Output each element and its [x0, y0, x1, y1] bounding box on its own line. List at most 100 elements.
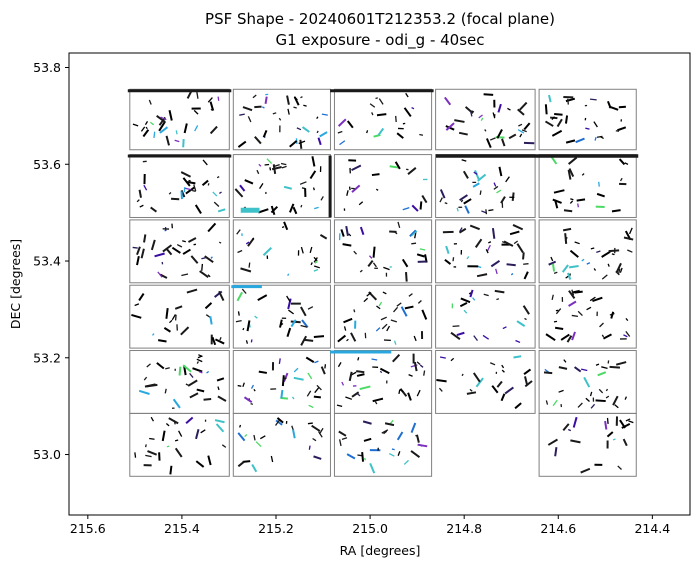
- whisker: [186, 91, 193, 99]
- whisker: [236, 291, 244, 302]
- whisker: [628, 227, 633, 235]
- x-tick-label-4: 214.8: [446, 521, 482, 536]
- whisker: [400, 306, 408, 317]
- whisker: [491, 385, 499, 394]
- whisker: [505, 176, 510, 183]
- whisker: [472, 297, 476, 301]
- whisker: [439, 197, 443, 203]
- ota-r3-c4: [538, 284, 637, 349]
- whisker: [421, 194, 428, 204]
- whisker: [601, 334, 605, 338]
- whisker: [469, 289, 474, 298]
- whisker: [301, 126, 310, 133]
- whisker: [250, 384, 255, 389]
- whisker: [254, 136, 262, 145]
- whisker: [397, 451, 401, 456]
- whisker: [554, 447, 558, 457]
- whisker: [336, 404, 343, 408]
- whisker: [216, 176, 220, 179]
- whisker: [149, 121, 155, 126]
- whisker: [144, 444, 147, 448]
- ota-outlines: [129, 88, 637, 477]
- whisker: [182, 364, 192, 373]
- whisker: [581, 173, 585, 176]
- whisker: [514, 402, 522, 410]
- whisker: [342, 243, 352, 247]
- whisker: [270, 455, 274, 463]
- whisker: [292, 429, 296, 439]
- whisker: [168, 192, 172, 195]
- whisker: [589, 296, 596, 302]
- whisker: [544, 120, 554, 127]
- whisker: [343, 317, 353, 324]
- whisker: [272, 112, 277, 115]
- whisker: [423, 370, 426, 376]
- whisker: [143, 376, 148, 381]
- whisker: [411, 230, 418, 237]
- whisker: [257, 294, 268, 302]
- whisker: [289, 140, 298, 148]
- whisker: [375, 188, 379, 191]
- whisker: [513, 355, 522, 359]
- whisker: [508, 133, 517, 140]
- y-tick-label-1: 53.2: [33, 350, 61, 365]
- whisker: [291, 425, 294, 431]
- whisker: [186, 288, 198, 294]
- whisker: [569, 265, 579, 269]
- whisker: [166, 445, 170, 448]
- x-tick-label-6: 214.4: [634, 521, 670, 536]
- whisker: [239, 184, 246, 192]
- whisker: [501, 241, 506, 244]
- whisker: [473, 171, 478, 175]
- whisker: [601, 274, 608, 280]
- whisker: [411, 204, 419, 212]
- whisker: [472, 182, 480, 188]
- whisker: [568, 290, 576, 299]
- whisker: [606, 417, 609, 425]
- whisker: [464, 106, 474, 114]
- whisker: [458, 227, 467, 234]
- whisker: [221, 444, 227, 448]
- whisker: [192, 367, 203, 373]
- whisker: [567, 169, 572, 180]
- whisker: [460, 297, 471, 304]
- whisker: [337, 334, 347, 343]
- whisker: [172, 398, 181, 409]
- whisker: [470, 111, 473, 117]
- whisker: [497, 103, 502, 113]
- whisker: [241, 288, 247, 294]
- whisker: [346, 338, 349, 342]
- whisker: [318, 431, 323, 438]
- whisker: [136, 255, 140, 266]
- whisker: [276, 417, 284, 424]
- whisker: [371, 173, 380, 177]
- whisker: [386, 325, 391, 332]
- whisker: [320, 366, 326, 375]
- whisker: [219, 337, 222, 341]
- whisker: [314, 360, 319, 364]
- whisker: [593, 268, 597, 271]
- ota-r3-c1: [232, 284, 331, 349]
- whisker: [361, 452, 365, 462]
- whisker: [250, 402, 254, 405]
- whisker: [417, 254, 420, 256]
- whisker: [289, 203, 295, 213]
- whisker: [165, 367, 170, 370]
- whisker: [309, 246, 313, 254]
- whisker: [522, 252, 525, 260]
- whisker: [253, 388, 256, 392]
- whisker: [408, 373, 413, 377]
- whisker: [551, 294, 554, 301]
- whisker: [351, 164, 362, 172]
- whisker: [581, 258, 585, 262]
- whisker: [567, 98, 569, 105]
- ota-r3-c0: [129, 284, 230, 349]
- whisker: [299, 139, 303, 149]
- whisker: [501, 138, 506, 147]
- whisker: [515, 339, 521, 344]
- whisker: [216, 377, 225, 382]
- whisker: [281, 375, 285, 387]
- whisker: [194, 125, 199, 132]
- whisker: [491, 227, 496, 239]
- whisker: [144, 383, 156, 388]
